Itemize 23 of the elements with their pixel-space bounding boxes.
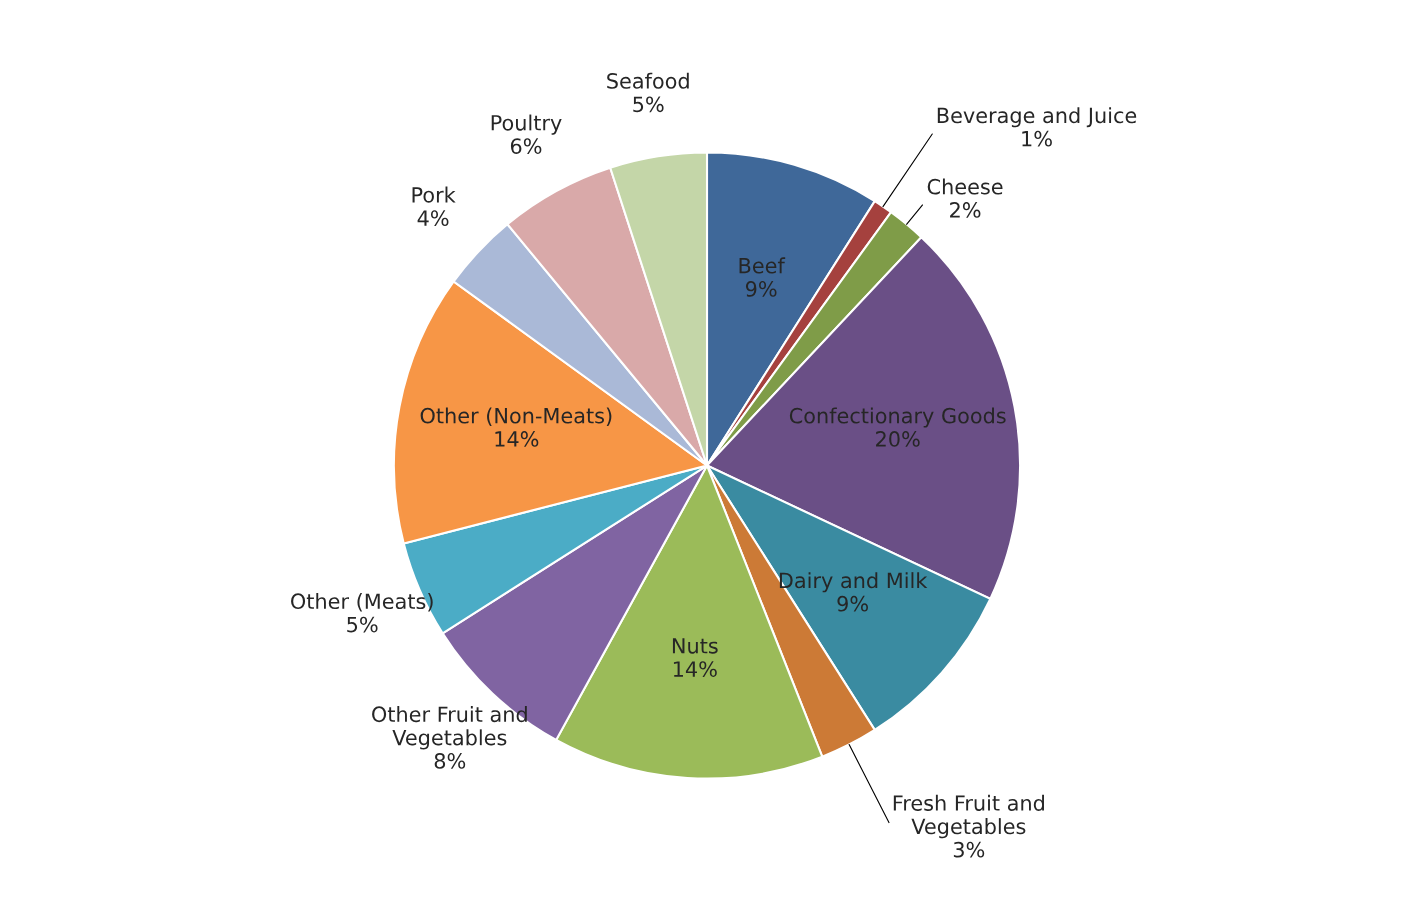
slice-label: Fresh Fruit and Vegetables — [893, 794, 1044, 839]
data-label: 1% — [1022, 130, 1052, 147]
data-label: 2% — [950, 202, 981, 218]
data-label: 8% — [434, 753, 466, 769]
slice-label: Seafood — [607, 72, 689, 89]
slice-label: Beverage and Juice — [937, 107, 1137, 128]
slice-label: Pork — [412, 186, 456, 203]
slice-label: Cheese — [927, 178, 1003, 195]
data-label: 5% — [347, 616, 378, 633]
data-label: 14% — [673, 661, 717, 677]
slice-label: Other (Non-Meats) — [420, 407, 612, 426]
data-label: 9% — [745, 281, 777, 297]
data-label: 14% — [495, 431, 539, 447]
slice-label: Confectionary Goods — [789, 407, 1006, 428]
data-label: 3% — [953, 841, 985, 858]
slice-label: Nuts — [672, 638, 718, 654]
data-label: 5% — [633, 96, 664, 113]
data-label: 9% — [837, 595, 868, 612]
data-label: 6% — [510, 138, 542, 154]
slice-label: Beef — [739, 257, 786, 274]
data-label: 20% — [876, 431, 920, 447]
data-label: 4% — [417, 210, 449, 227]
slice-label: Poultry — [491, 114, 562, 135]
